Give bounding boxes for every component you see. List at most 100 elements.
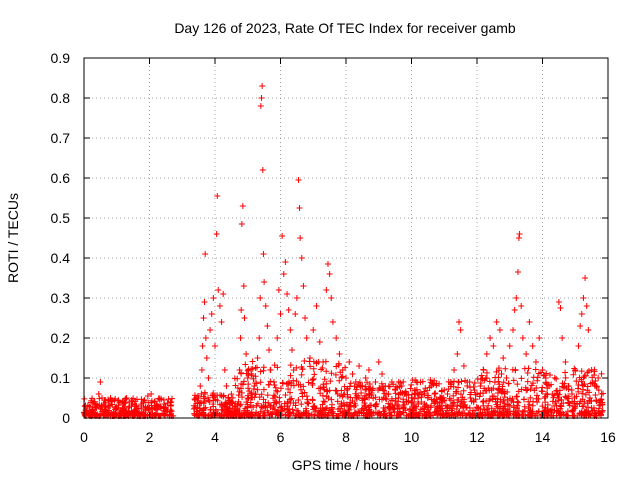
data-point (552, 399, 559, 405)
data-point (290, 367, 297, 373)
data-point (424, 395, 431, 401)
data-point (154, 403, 161, 409)
band-point (243, 399, 250, 406)
band-point (495, 365, 502, 372)
band-point (408, 381, 415, 388)
band-point (434, 405, 441, 412)
band-point (304, 399, 311, 406)
band-point (372, 394, 379, 401)
data-point (277, 311, 284, 317)
band-point (588, 410, 595, 417)
band-point (400, 396, 407, 403)
data-point (588, 367, 595, 373)
data-point (135, 405, 142, 411)
x-tick-label: 6 (277, 429, 285, 445)
band-point (89, 395, 96, 402)
data-point (128, 403, 135, 409)
data-point (238, 307, 245, 313)
band-point (598, 411, 605, 418)
band-point (300, 409, 307, 416)
data-point (234, 407, 241, 413)
band-point (243, 370, 250, 377)
data-point (431, 391, 438, 397)
band-point (399, 390, 406, 397)
band-point (515, 388, 522, 395)
y-tick-label: 0.5 (51, 210, 71, 226)
band-point (228, 399, 235, 406)
band-point (347, 380, 354, 387)
band-point (247, 402, 254, 409)
data-point (203, 355, 210, 361)
band-point (600, 390, 607, 397)
data-point (199, 343, 206, 349)
band-point (245, 366, 252, 373)
band-point (521, 365, 528, 372)
data-point (562, 359, 569, 365)
band-point (270, 395, 277, 402)
band-point (282, 411, 289, 418)
data-point (274, 335, 281, 341)
band-point (564, 408, 571, 415)
data-point (93, 405, 100, 411)
band-point (257, 368, 264, 375)
data-point (568, 391, 575, 397)
band-point (363, 386, 370, 393)
data-point (216, 303, 223, 309)
data-point (398, 383, 405, 389)
x-ticks: 0 2 4 6 8 10 12 14 16 (80, 58, 616, 445)
band-point (232, 382, 239, 389)
band-point (452, 390, 459, 397)
band-point (274, 388, 281, 395)
band-point (504, 396, 511, 403)
data-point (103, 407, 110, 413)
band-point (288, 382, 295, 389)
band-point (460, 387, 467, 394)
band-point (481, 377, 488, 384)
x-tick-label: 8 (342, 429, 350, 445)
band-point (585, 367, 592, 374)
band-point (553, 375, 560, 382)
data-point (434, 399, 441, 405)
data-point (369, 387, 376, 393)
band-point (426, 411, 433, 418)
data-point (585, 327, 592, 333)
data-point (238, 221, 245, 227)
data-point (388, 379, 395, 385)
band-point (123, 408, 130, 415)
band-point (477, 383, 484, 390)
band-point (542, 380, 549, 387)
band-point (362, 403, 369, 410)
band-point (453, 388, 460, 395)
band-point (581, 372, 588, 379)
y-tick-label: 0.3 (51, 290, 71, 306)
band-point (272, 399, 279, 406)
data-point (441, 387, 448, 393)
x-tick-label: 0 (80, 429, 88, 445)
band-point (200, 393, 207, 400)
band-point (468, 389, 475, 396)
band-point (376, 409, 383, 416)
data-point (275, 287, 282, 293)
band-point (497, 412, 504, 419)
data-point (295, 177, 302, 183)
band-point (277, 385, 284, 392)
band-point (242, 405, 249, 412)
data-point (225, 395, 232, 401)
band-point (478, 372, 485, 379)
band-point (142, 407, 149, 414)
band-point (326, 407, 333, 414)
band-point (320, 398, 327, 405)
band-point (446, 395, 453, 402)
band-point (274, 409, 281, 416)
data-point (256, 335, 263, 341)
band-point (514, 410, 521, 417)
data-point (539, 367, 546, 373)
band-point (231, 375, 238, 382)
band-point (105, 397, 112, 404)
band-point (446, 405, 453, 412)
data-point (208, 311, 215, 317)
data-point (500, 355, 507, 361)
band-point (376, 385, 383, 392)
y-ticks: 0 0.1 0.2 0.3 0.4 0.5 0.6 0.7 0.8 0.9 (51, 50, 608, 426)
data-point (542, 375, 549, 381)
